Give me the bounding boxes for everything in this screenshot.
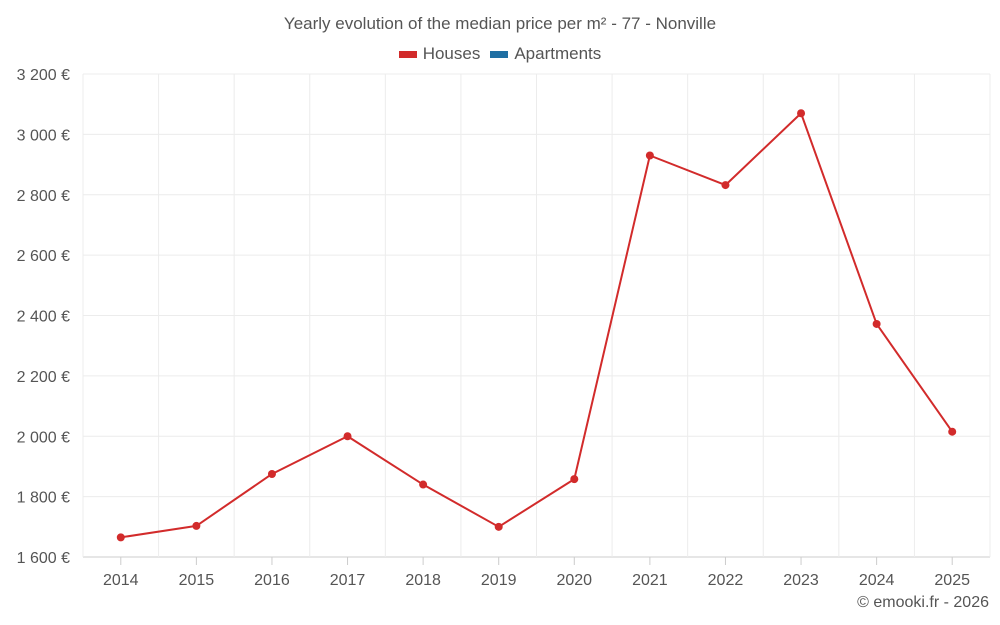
x-tick-label: 2021: [632, 572, 668, 589]
data-point-houses: [419, 480, 428, 489]
data-point-houses: [721, 181, 730, 190]
data-point-houses: [872, 319, 881, 328]
legend-item-apartments[interactable]: Apartments: [490, 44, 601, 64]
legend-swatch-apartments: [490, 50, 509, 58]
y-tick-label: 2 400 €: [17, 309, 70, 326]
data-point-houses: [645, 151, 654, 160]
data-point-houses: [116, 533, 125, 542]
legend-label-apartments: Apartments: [514, 44, 602, 63]
y-tick-label: 1 600 €: [17, 550, 70, 567]
data-point-houses: [570, 475, 579, 484]
y-tick-label: 3 200 €: [17, 67, 70, 84]
x-tick-label: 2017: [330, 572, 366, 589]
x-axis: 2014 2015 2016 2017 2018 2019 2020 2021 2022 2023…: [103, 557, 970, 589]
y-tick-label: 2 200 €: [17, 369, 70, 386]
series-layer: [116, 109, 957, 542]
data-point-houses: [192, 521, 201, 530]
y-tick-label: 2 800 €: [17, 188, 70, 205]
y-tick-label: 2 600 €: [17, 248, 70, 265]
y-tick-label: 3 000 €: [17, 127, 70, 144]
y-tick-label: 2 000 €: [17, 429, 70, 446]
x-tick-label: 2025: [934, 572, 970, 589]
data-point-houses: [494, 522, 503, 531]
legend-swatch-houses: [398, 50, 417, 58]
x-tick-label: 2020: [556, 572, 592, 589]
x-tick-label: 2024: [859, 572, 895, 589]
data-point-houses: [948, 427, 957, 436]
data-point-houses: [343, 432, 352, 441]
grid-lines: [82, 73, 991, 558]
legend: Houses Apartments: [0, 44, 1000, 64]
data-point-houses: [797, 109, 806, 118]
credit-text: © emooki.fr - 2026: [857, 594, 989, 611]
y-tick-label: 1 800 €: [17, 490, 70, 507]
x-tick-label: 2023: [783, 572, 819, 589]
x-tick-label: 2018: [405, 572, 441, 589]
data-point-houses: [267, 469, 276, 478]
series-line-houses: [120, 112, 954, 539]
x-tick-label: 2015: [179, 572, 215, 589]
y-axis: 1 600 € 1 800 € 2 000 € 2 200 € 2 400 € 2 600…: [17, 67, 70, 567]
x-tick-label: 2016: [254, 572, 290, 589]
chart-title: Yearly evolution of the median price per…: [283, 14, 717, 33]
x-tick-label: 2014: [103, 572, 139, 589]
legend-label-houses: Houses: [422, 44, 481, 63]
x-tick-label: 2019: [481, 572, 517, 589]
legend-item-houses[interactable]: Houses: [398, 44, 481, 64]
x-tick-label: 2022: [708, 572, 744, 589]
